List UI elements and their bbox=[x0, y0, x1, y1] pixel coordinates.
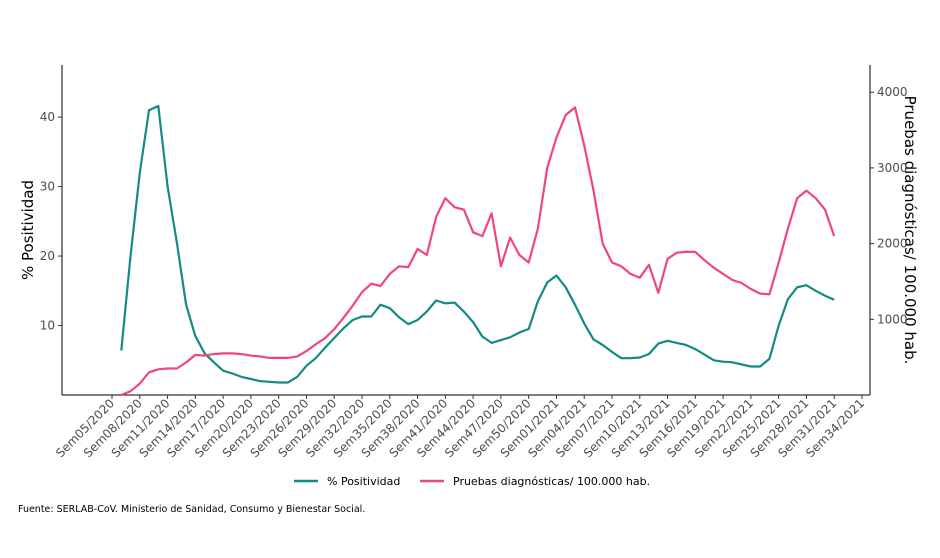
y-tick-label: 10 bbox=[40, 319, 55, 333]
y2-tick-label: 4000 bbox=[877, 85, 908, 99]
y2-tick-label: 3000 bbox=[877, 161, 908, 175]
series-line bbox=[120, 106, 836, 397]
legend-label: % Positividad bbox=[327, 475, 400, 488]
y-tick-label: 30 bbox=[40, 180, 55, 194]
series-line bbox=[120, 104, 835, 384]
y-tick-label: 20 bbox=[40, 249, 55, 263]
legend-label: Pruebas diagnósticas/ 100.000 hab. bbox=[453, 475, 650, 488]
y2-tick-label: 1000 bbox=[877, 312, 908, 326]
y-tick-label: 40 bbox=[40, 110, 55, 124]
y2-axis-title: Pruebas diagnósticas/ 100.000 hab. bbox=[901, 96, 919, 365]
y-axis-title: % Positividad bbox=[19, 180, 37, 280]
y2-tick-label: 2000 bbox=[877, 237, 908, 251]
source-note: Fuente: SERLAB-CoV. Ministerio de Sanida… bbox=[18, 504, 365, 515]
